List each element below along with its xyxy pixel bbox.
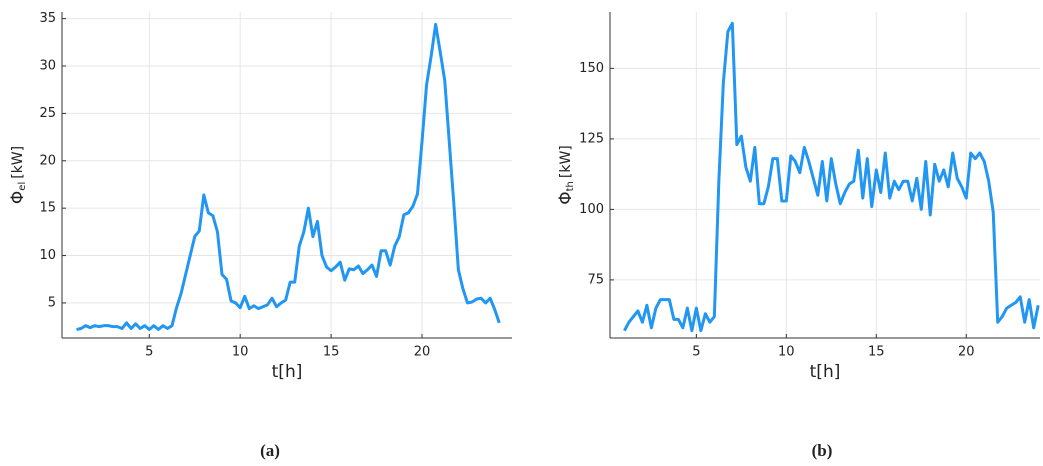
- y-tick-label: 30: [39, 59, 56, 74]
- x-tick-label: 15: [323, 345, 340, 360]
- x-tick-label: 10: [778, 345, 795, 360]
- x-tick-label: 20: [958, 345, 975, 360]
- x-tick-label: 5: [145, 345, 153, 360]
- x-axis-label: t[h]: [810, 362, 841, 382]
- y-label-subscript: el: [17, 182, 28, 191]
- y-tick-label: 35: [39, 11, 56, 26]
- x-tick-label: 5: [692, 345, 700, 360]
- y-tick-label: 15: [39, 201, 56, 216]
- y-axis-label: Φth [kW]: [556, 145, 576, 205]
- x-tick-label: 10: [232, 345, 249, 360]
- caption: (a): [260, 441, 280, 460]
- y-tick-label: 150: [579, 61, 604, 76]
- data-line: [623, 21, 1040, 333]
- y-tick-label: 25: [39, 106, 56, 121]
- caption: (b): [812, 441, 833, 460]
- y-label-subscript: th: [565, 181, 576, 191]
- x-axis-label: t[h]: [272, 362, 303, 382]
- y-tick-label: 125: [579, 131, 604, 146]
- y-tick-label: 10: [39, 248, 56, 263]
- y-axis-label: Φel [kW]: [8, 146, 28, 204]
- x-tick-label: 20: [414, 345, 431, 360]
- y-tick-label: 20: [39, 153, 56, 168]
- y-tick-label: 75: [587, 272, 604, 287]
- y-label-unit: [kW]: [10, 146, 26, 179]
- y-tick-label: 100: [579, 202, 604, 217]
- y-label-unit: [kW]: [558, 145, 574, 178]
- x-tick-label: 15: [868, 345, 885, 360]
- y-tick-label: 5: [48, 295, 56, 310]
- chart: 5 10 15 20 5 10 15 20 25 30 35 t[h] Φel [kW] (a): [8, 11, 512, 460]
- y-label-symbol: Φ: [556, 191, 576, 204]
- data-line: [76, 22, 501, 331]
- chart: 5 10 15 20 75 100 125 150 t[h] Φth [kW] (b): [556, 12, 1040, 460]
- y-label-symbol: Φ: [8, 191, 28, 204]
